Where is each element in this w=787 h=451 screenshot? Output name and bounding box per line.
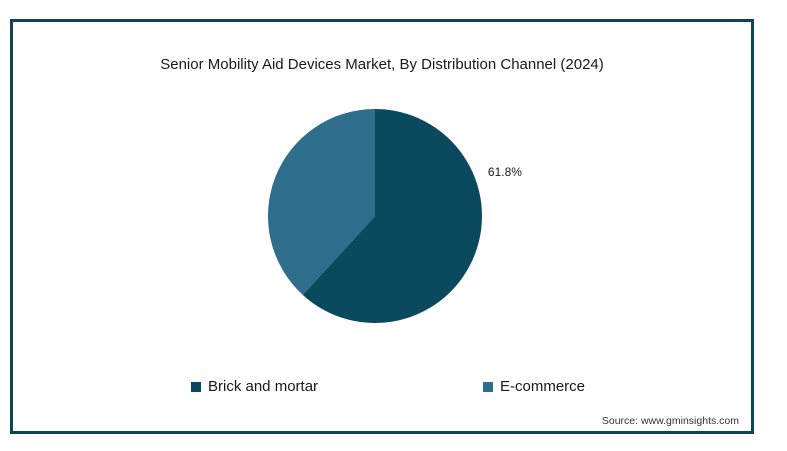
pie-slice-brick-and-mortar: [302, 109, 483, 323]
legend-label-e-commerce: E-commerce: [500, 378, 586, 395]
legend: Brick and mortar E-commerce: [13, 378, 751, 402]
legend-label-brick-and-mortar: Brick and mortar: [208, 378, 319, 395]
chart-title: Senior Mobility Aid Devices Market, By D…: [160, 56, 604, 73]
chart-frame: Senior Mobility Aid Devices Market, By D…: [10, 19, 754, 434]
source-note: Source: www.gminsights.com: [601, 415, 739, 427]
legend-item-brick-and-mortar: Brick and mortar: [191, 378, 318, 395]
pie-slice-e-commerce: [268, 109, 375, 295]
data-label-brick-and-mortar: 61.8%: [488, 165, 522, 179]
legend-swatch-e-commerce: [483, 381, 493, 392]
legend-swatch-brick-and-mortar: [191, 381, 201, 392]
legend-item-e-commerce: E-commerce: [483, 378, 585, 395]
pie-chart: 61.8%: [268, 109, 522, 323]
